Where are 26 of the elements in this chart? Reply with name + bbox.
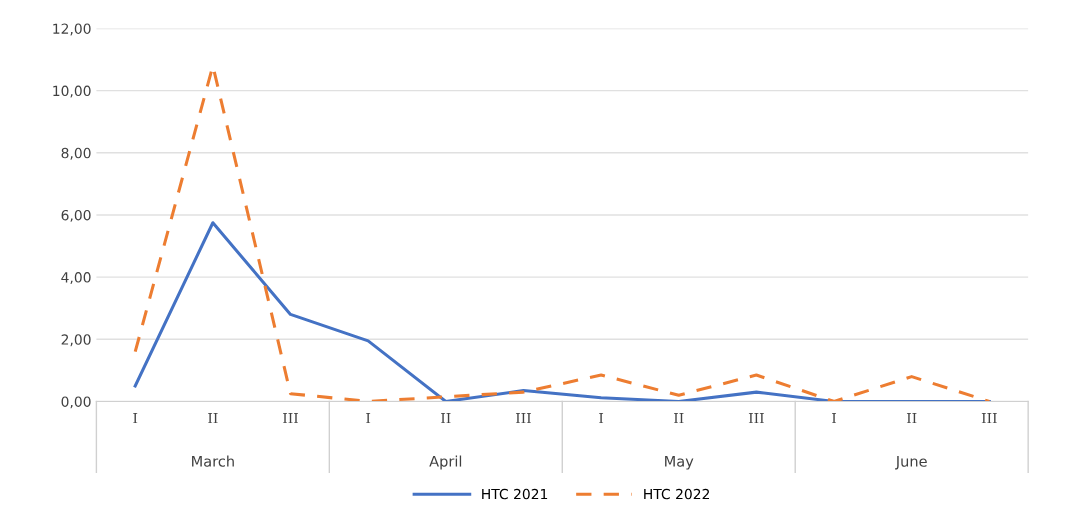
y-tick-label: 0,00 xyxy=(61,396,91,409)
x-tick-label: II xyxy=(674,412,684,424)
text: March xyxy=(192,455,234,467)
x-tick-label: I xyxy=(366,412,371,424)
text: June xyxy=(895,455,927,470)
y-tick-label: 12,00 xyxy=(53,23,91,36)
x-tick-label: II xyxy=(208,412,218,424)
y-tick-label: 2,00 xyxy=(61,334,91,347)
y-tick-label: 4,00 xyxy=(61,272,91,285)
y-tick-label: 6,00 xyxy=(61,209,91,222)
y-tick-label: 8,00 xyxy=(61,147,91,160)
legend-label: HTC 2022 xyxy=(644,488,710,500)
y-tick-label: 10,00 xyxy=(53,85,91,98)
x-tick-label: II xyxy=(441,412,451,424)
legend-label: HTC 2021 xyxy=(482,488,548,500)
x-tick-label: I xyxy=(599,412,604,424)
x-tick-label: II xyxy=(906,412,917,424)
text: April xyxy=(429,455,462,470)
text: May xyxy=(665,455,694,470)
x-tick-label: III xyxy=(981,412,997,424)
x-tick-label: III xyxy=(748,412,764,424)
x-tick-label: I xyxy=(832,412,837,424)
x-tick-label: III xyxy=(515,412,531,424)
line-series xyxy=(133,221,991,402)
x-tick-label: I xyxy=(133,412,138,424)
x-tick-label: III xyxy=(283,412,298,424)
